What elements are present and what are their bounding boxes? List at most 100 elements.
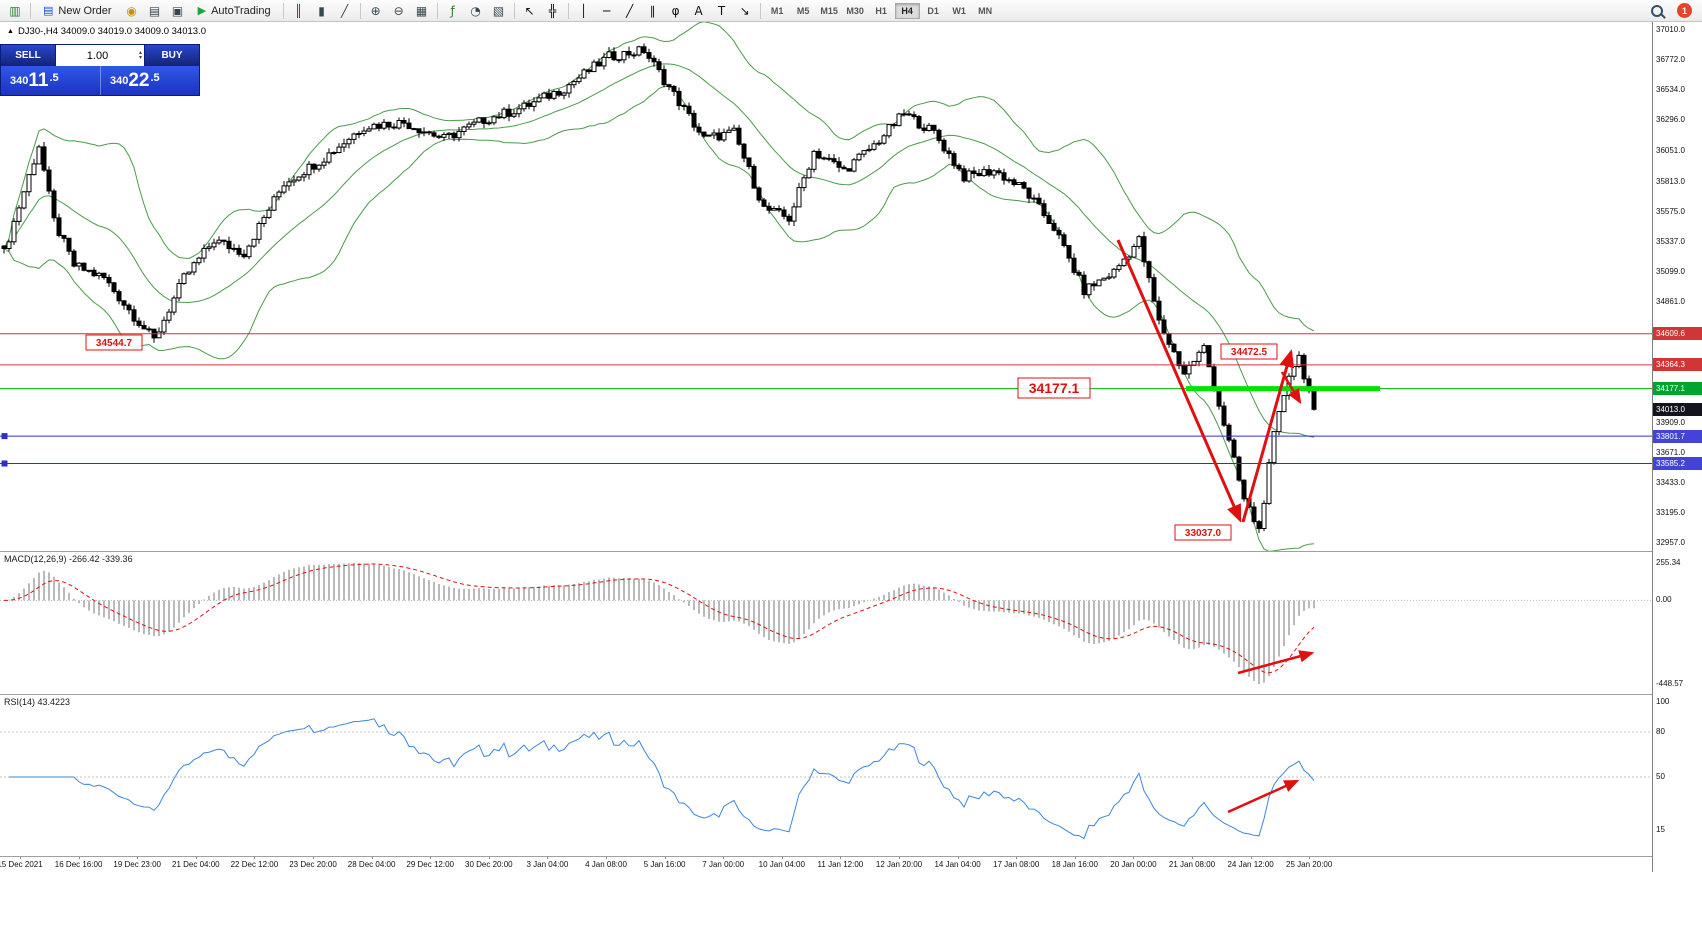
trendline-icon[interactable]: ╱ [619,2,641,20]
time-tick [20,856,21,859]
tile-windows-icon[interactable]: ▦ [411,2,433,20]
sell-button[interactable]: SELL [1,45,56,66]
time-axis[interactable]: 15 Dec 2021 16 Dec 16:00 19 Dec 23:00 21 De… [0,856,1652,872]
indicators-icon[interactable]: ƒ [442,2,464,20]
svg-text:33037.0: 33037.0 [1185,528,1222,539]
price-axis-label: 35813.0 [1656,176,1685,186]
panel-separator[interactable] [0,694,1702,695]
bollinger-bands [3,22,1315,551]
volume-down-arrow[interactable]: ▾ [138,54,142,61]
time-tick [1133,856,1135,859]
price-level-chip: 34609.6 [1653,327,1702,341]
time-axis-label: 24 Jan 12:00 [1227,860,1274,869]
price-axis-label: 33433.0 [1656,477,1685,487]
timeframe-m1-button[interactable]: M1 [765,3,790,19]
rsi-label: RSI(14) 43.4223 [4,697,71,707]
price-callout[interactable]: 33037.0 [1174,524,1232,541]
profiles-icon[interactable]: ▣ [167,2,189,20]
text-icon[interactable]: A [688,2,710,20]
symbol-ohlc-text: DJ30-,H4 34009.0 34019.0 34009.0 34013.0 [17,26,206,37]
vertical-line-icon[interactable]: │ [573,2,595,20]
bar-chart-mode-icon[interactable]: ║ [288,2,310,20]
candlestick-mode-icon[interactable]: ▮ [311,2,333,20]
time-axis-label: 10 Jan 04:00 [758,860,805,869]
buy-button[interactable]: BUY [144,45,199,66]
templates-icon[interactable]: ▧ [488,2,510,20]
time-tick [488,856,490,859]
notification-badge[interactable]: 1 [1677,3,1692,18]
price-callout[interactable]: 34177.1 [1017,377,1091,399]
panel-separator[interactable] [0,551,1702,552]
price-level-chip: 33585.2 [1653,457,1702,470]
timeframe-mn-button[interactable]: MN [973,3,998,19]
equidistant-channel-icon[interactable]: ∥ [642,2,664,20]
text-label-icon[interactable]: T [711,2,733,20]
new-chart-icon[interactable]: ▥ [4,2,26,20]
time-axis-label: 29 Dec 12:00 [406,860,454,869]
cursor-icon[interactable]: ↖ [519,2,541,20]
trend-arrow[interactable] [1280,371,1302,405]
time-axis-label: 25 Jan 20:00 [1286,860,1333,869]
fibonacci-icon[interactable]: φ [665,2,687,20]
sell-price-display[interactable]: 340 11.5 [1,66,100,95]
time-tick [957,856,959,859]
trend-arrow[interactable] [1241,349,1295,523]
svg-text:34472.5: 34472.5 [1231,347,1268,358]
price-axis-label: 37010.0 [1656,25,1685,34]
toolbar-separator [759,2,761,19]
price-axis[interactable]: 37010.0 36772.0 36534.0 36296.0 36051.0 35813… [1652,22,1702,872]
timeframe-h1-button[interactable]: H1 [869,3,894,19]
rsi-indicator-canvas[interactable] [0,694,1652,856]
time-tick [606,856,607,859]
crosshair-icon[interactable]: ╬ [542,2,564,20]
autotrading-button[interactable]: ▶ AutoTrading [190,2,279,20]
macd-indicator-canvas[interactable] [0,551,1652,694]
time-axis-label: 5 Jan 16:00 [643,860,686,869]
arrows-tool-icon[interactable]: ↘ [734,2,756,20]
time-axis-label: 21 Dec 04:00 [172,860,220,869]
buy-price-display[interactable]: 340 22.5 [100,66,199,95]
timeframe-m15-button[interactable]: M15 [817,3,842,19]
time-tick [547,856,549,859]
line-chart-mode-icon[interactable]: ╱ [334,2,356,20]
trend-arrow[interactable] [1116,239,1242,523]
timeframe-d1-button[interactable]: D1 [921,3,946,19]
symbol-triangle-icon: ▲ [7,28,14,35]
timeframe-m5-button[interactable]: M5 [791,3,816,19]
time-axis-label: 16 Dec 16:00 [54,860,103,869]
timeframe-w1-button[interactable]: W1 [947,3,972,19]
horizontal-line-icon[interactable]: ─ [596,2,618,20]
buy-price-prefix: 340 [110,74,129,87]
time-tick [723,856,725,859]
volume-input[interactable]: 1.00 ▴ ▾ [56,45,144,66]
zoom-out-icon[interactable]: ⊖ [388,2,410,20]
zoom-in-icon[interactable]: ⊕ [365,2,387,20]
empty-area [0,872,1702,948]
price-callout[interactable]: 34472.5 [1220,343,1278,360]
market-watch-icon[interactable]: ▤ [144,2,166,20]
line-handle[interactable] [1,433,8,440]
search-icon[interactable] [1645,1,1669,21]
time-axis-label: 12 Jan 20:00 [875,860,923,869]
buy-price-big-digits: 22 [128,70,150,91]
macd-arrow[interactable] [1237,650,1315,675]
time-tick [1250,856,1252,859]
rsi-scale-label: 50 [1656,772,1665,781]
rsi-arrow[interactable] [1227,779,1300,814]
price-callout[interactable]: 34544.7 [85,334,143,351]
price-chart-canvas[interactable]: 34544.7 34472.5 34177.1 33037.0 [0,22,1652,551]
macd-label: MACD(12,26,9) -266.42 -339.36 [4,554,133,564]
volume-up-arrow[interactable]: ▴ [138,49,142,56]
timeframe-m30-button[interactable]: M30 [843,3,868,19]
time-axis-label: 17 Jan 08:00 [993,860,1040,869]
timeframe-h4-button[interactable]: H4 [894,2,920,19]
new-order-button[interactable]: ▤ New Order [35,2,120,20]
coins-icon[interactable]: ◉ [121,2,143,20]
line-handle[interactable] [1,460,8,467]
price-level-chip: 34013.0 [1653,402,1702,416]
candlesticks[interactable] [1,43,1317,533]
time-axis-label: 28 Dec 04:00 [347,860,396,869]
price-level-chip: 33801.7 [1653,429,1702,443]
period-icon[interactable]: ◔ [465,2,487,20]
rsi-scale-label: 80 [1656,727,1665,736]
